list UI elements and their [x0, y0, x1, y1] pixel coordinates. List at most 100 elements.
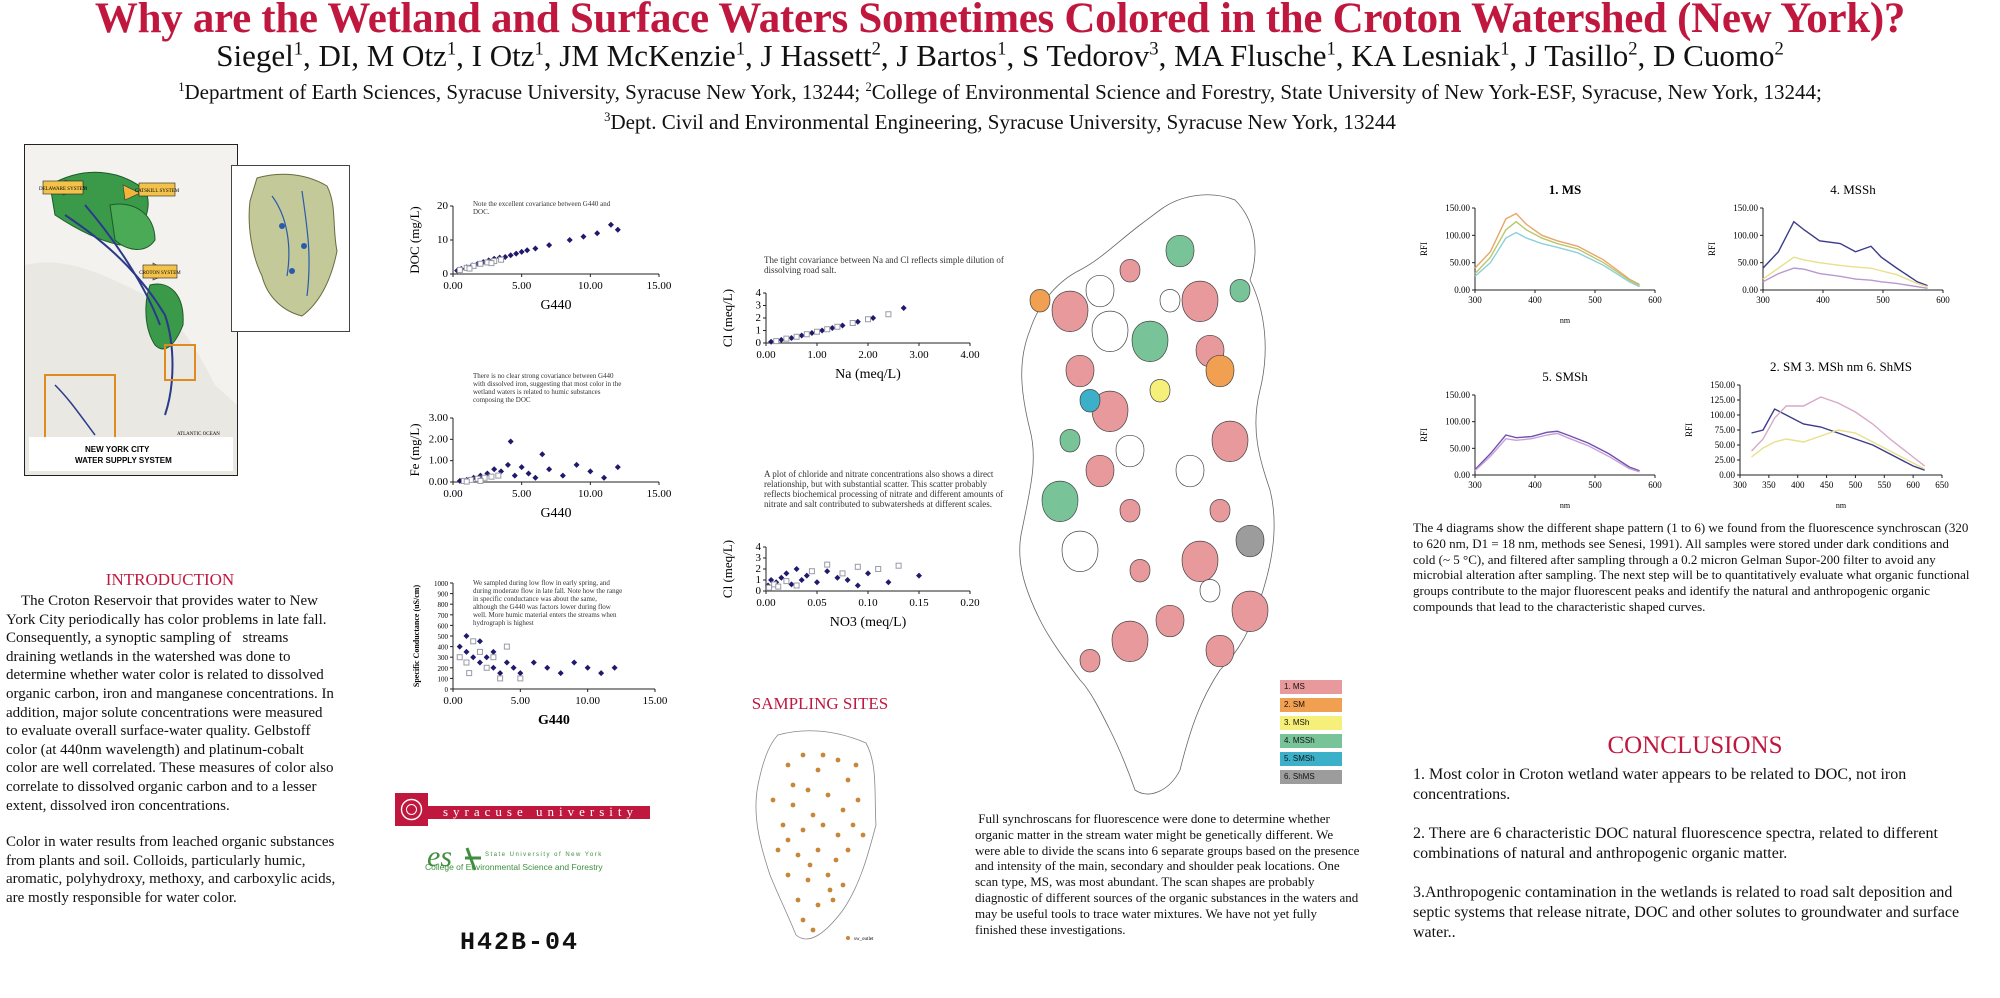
- sampling-site: [800, 827, 806, 833]
- data-point: [463, 648, 470, 655]
- annotation-text: We sampled during low flow in early spri…: [473, 579, 623, 627]
- data-point: [483, 654, 490, 661]
- y-tick-label: 50.00: [1715, 440, 1736, 450]
- x-tick-label: 300: [1733, 480, 1747, 490]
- data-point: [498, 468, 505, 475]
- subwatershed-patch: [1065, 355, 1095, 387]
- series-line: [1762, 256, 1928, 288]
- subwatershed-patch: [1181, 280, 1219, 322]
- data-point: [511, 472, 518, 479]
- y-tick-label: 20: [437, 200, 449, 212]
- data-point: [614, 226, 621, 233]
- x-tick-label: 450: [1820, 480, 1834, 490]
- legend-row: 5. SMSh: [1280, 752, 1342, 770]
- y-tick-label: 900: [438, 591, 449, 599]
- mssh-spectrum-chart: 300 400 500 600 0.00 50.00 100.00 150.00 RFI 4. M…: [1707, 182, 1950, 305]
- subwatershed-patch: [1205, 355, 1235, 387]
- data-point: [518, 464, 525, 471]
- author-affiliation-marker: 1: [735, 38, 746, 60]
- legend-swatch-shms: [1280, 770, 1342, 784]
- conclusions-list: 1. Most color in Croton wetland water ap…: [1413, 765, 1993, 962]
- data-point: [566, 237, 573, 243]
- x-tick-label: 650: [1935, 480, 1949, 490]
- annotation-text: A plot of chloride and nitrate concentra…: [764, 469, 1004, 509]
- data-point: [466, 670, 473, 677]
- chart-annotation: Note the excellent covariance between G4…: [473, 200, 610, 216]
- chart-annotation: The tight covariance between Na and Cl r…: [764, 255, 1004, 275]
- affiliations-line-1: 1Department of Earth Sciences, Syracuse …: [178, 80, 1822, 104]
- data-point: [557, 670, 564, 677]
- data-point: [839, 322, 846, 329]
- sampling-site: [815, 902, 821, 908]
- x-tick-label: 0.05: [807, 597, 827, 609]
- author-name: , J Bartos: [880, 38, 998, 73]
- x-tick-label: 300: [1468, 480, 1482, 490]
- watershed-legend: 1. MS 2. SM 3. MSh 4. MSSh 5. SMSh 6. Sh…: [1280, 680, 1342, 788]
- sampling-site: [810, 812, 816, 818]
- data-point: [814, 328, 820, 335]
- data-point: [768, 338, 775, 345]
- syracuse-logo-art: [395, 793, 650, 826]
- series-line: [1751, 429, 1926, 470]
- sampling-site: [850, 822, 856, 828]
- sm-msh-shms-spectrum-chart: 300 350 400 450 500 550 600 650 0.00 25.00 50.00 75…: [1684, 359, 1949, 510]
- sampling-site: [800, 752, 806, 758]
- x-tick-label: 400: [1816, 295, 1830, 305]
- esf-line-1: State University of New York: [485, 852, 603, 858]
- y-tick-label: 600: [438, 622, 449, 630]
- y-axis-label: Cl (meq/L): [720, 540, 735, 598]
- author-name: , MA Flusche: [1158, 38, 1327, 73]
- y-tick-label: 10: [437, 234, 449, 246]
- y-tick-label: 25.00: [1715, 455, 1736, 465]
- data-point: [532, 245, 539, 252]
- data-point: [476, 659, 483, 666]
- chart-title: 1. MS: [1549, 182, 1582, 197]
- y-tick-label: 300: [438, 654, 449, 662]
- legend-swatch-smsh: [1280, 752, 1342, 766]
- legend-swatch-mssh: [1280, 734, 1342, 748]
- data-point: [594, 230, 601, 237]
- data-point: [463, 633, 470, 639]
- croton-inset-map: [231, 165, 350, 332]
- author-affiliation-marker: 1: [534, 38, 544, 60]
- data-point: [808, 568, 815, 575]
- y-tick-label: 1000: [434, 580, 449, 588]
- y-tick-label: 100.00: [1445, 230, 1470, 240]
- subwatershed-patch: [1209, 499, 1231, 523]
- sampling-site: [833, 857, 839, 863]
- y-axis-label: RFI: [1419, 242, 1429, 256]
- subwatershed-patch: [1091, 390, 1129, 432]
- x-tick-label: 300: [1468, 295, 1482, 305]
- subwatershed-patch: [1131, 320, 1169, 362]
- subwatershed-patch: [1149, 379, 1171, 403]
- data-point: [456, 643, 463, 650]
- x-tick-label: 15.00: [647, 280, 672, 292]
- y-tick-label: 1: [756, 574, 762, 586]
- data-point: [875, 566, 882, 572]
- subwatershed-patch: [1119, 499, 1141, 523]
- x-axis-label: G440: [540, 506, 571, 521]
- water-supply-map-art: DELAWARE SYSTEM CATSKILL SYSTEM CROTON S…: [25, 145, 237, 475]
- syracuse-logo: syracuse university: [395, 793, 650, 826]
- data-point: [573, 461, 580, 468]
- sampling-site: [825, 792, 831, 798]
- sampling-site: [785, 762, 791, 768]
- poster-code: H42B-04: [460, 928, 580, 957]
- x-tick-label: 10.00: [578, 488, 603, 500]
- esf-line-2: College of Environmental Science and For…: [425, 862, 603, 872]
- subwatershed-patch: [1211, 420, 1249, 462]
- x-tick-label: 10.00: [575, 695, 600, 707]
- legend-row: 2. SM: [1280, 698, 1342, 716]
- data-point: [778, 336, 785, 343]
- y-tick-label: 150.00: [1445, 390, 1470, 400]
- x-tick-label: 0.20: [960, 597, 980, 609]
- x-tick-label: 15.00: [643, 695, 668, 707]
- data-point: [793, 582, 800, 589]
- sampling-site: [840, 882, 846, 888]
- subwatershed-patch: [1041, 480, 1079, 522]
- data-point: [803, 331, 810, 338]
- y-tick-label: 3: [756, 552, 762, 564]
- author-name: , I Otz: [456, 38, 535, 73]
- data-point: [497, 675, 504, 682]
